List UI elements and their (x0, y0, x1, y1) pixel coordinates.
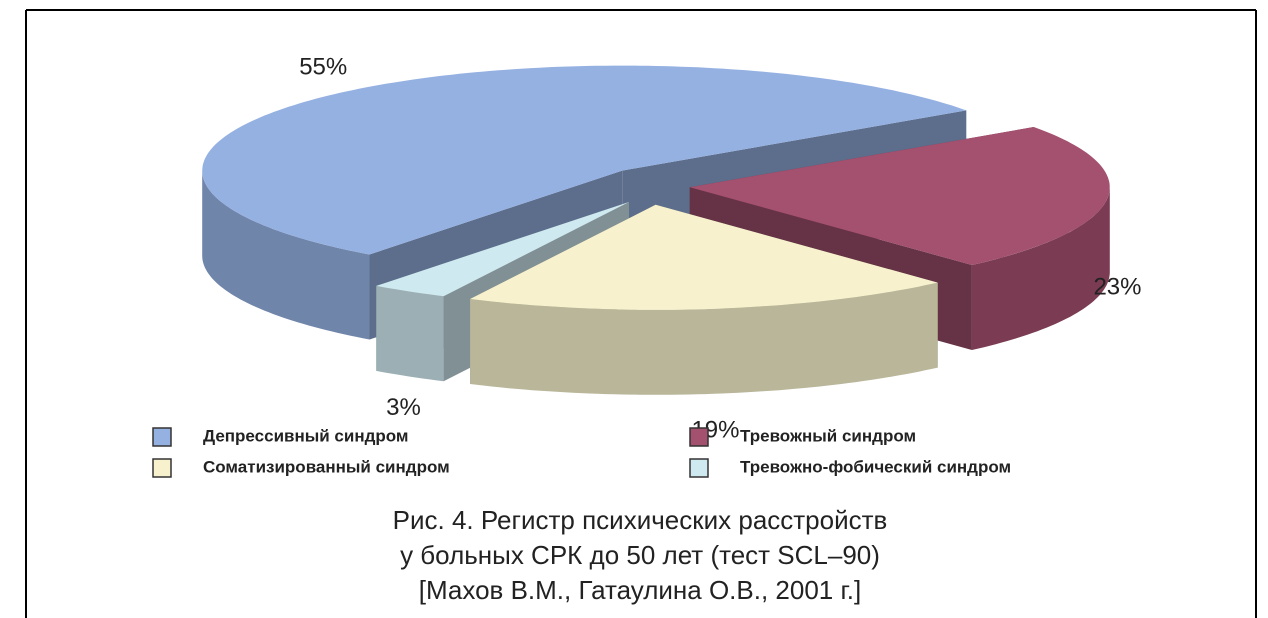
caption: Рис. 4. Регистр психических расстройств (393, 505, 888, 535)
slice-side (202, 170, 370, 340)
caption: [Махов В.М., Гатаулина О.В., 2001 г.] (419, 575, 861, 605)
slice (202, 65, 967, 255)
value-label: 55% (299, 53, 347, 80)
legend-label: Соматизированный синдром (203, 457, 450, 476)
legend-swatch (689, 427, 709, 447)
slice-side (971, 187, 1110, 350)
legend-label: Тревожно-фобический синдром (740, 457, 1011, 476)
value-label: 23% (1093, 273, 1141, 300)
legend-swatch (689, 458, 709, 478)
slice-side (470, 282, 938, 395)
value-label: 3% (386, 394, 421, 421)
legend-swatch (152, 427, 172, 447)
slice-side (376, 285, 444, 382)
slice (470, 204, 938, 310)
slice (376, 202, 629, 297)
caption: у больных СРК до 50 лет (тест SCL–90) (400, 540, 880, 570)
legend-swatch (152, 458, 172, 478)
slice (689, 127, 1110, 265)
legend-label: Тревожный синдром (740, 426, 916, 445)
legend-label: Депрессивный синдром (203, 426, 409, 445)
